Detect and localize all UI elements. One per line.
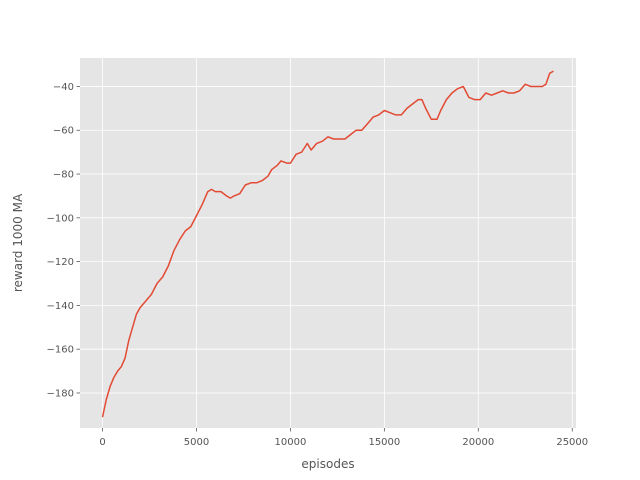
x-tick-label: 15000 xyxy=(368,437,400,448)
x-tick-label: 5000 xyxy=(184,437,209,448)
grid-lines xyxy=(80,58,576,428)
y-ticks: −180 −160 −140 −120 −100 −80 −60 −40 xyxy=(47,82,80,399)
y-tick-label: −120 xyxy=(47,257,74,268)
y-tick-label: −60 xyxy=(53,126,74,137)
x-tick-label: 10000 xyxy=(275,437,307,448)
x-tick-label: 20000 xyxy=(462,437,494,448)
y-tick-label: −140 xyxy=(47,301,74,312)
y-tick-label: −100 xyxy=(47,213,74,224)
y-tick-label: −40 xyxy=(53,82,74,93)
reward-series-line xyxy=(101,70,554,418)
x-axis-label: episodes xyxy=(301,457,354,471)
y-tick-label: −180 xyxy=(47,388,74,399)
plot-background xyxy=(80,58,576,428)
x-tick-label: 0 xyxy=(99,437,105,448)
y-tick-label: −160 xyxy=(47,345,74,356)
y-tick-label: −80 xyxy=(53,170,74,181)
y-axis-label: reward 1000 MA xyxy=(11,193,25,292)
x-tick-label: 25000 xyxy=(556,437,588,448)
x-ticks: 0 5000 10000 15000 20000 25000 xyxy=(99,428,588,448)
